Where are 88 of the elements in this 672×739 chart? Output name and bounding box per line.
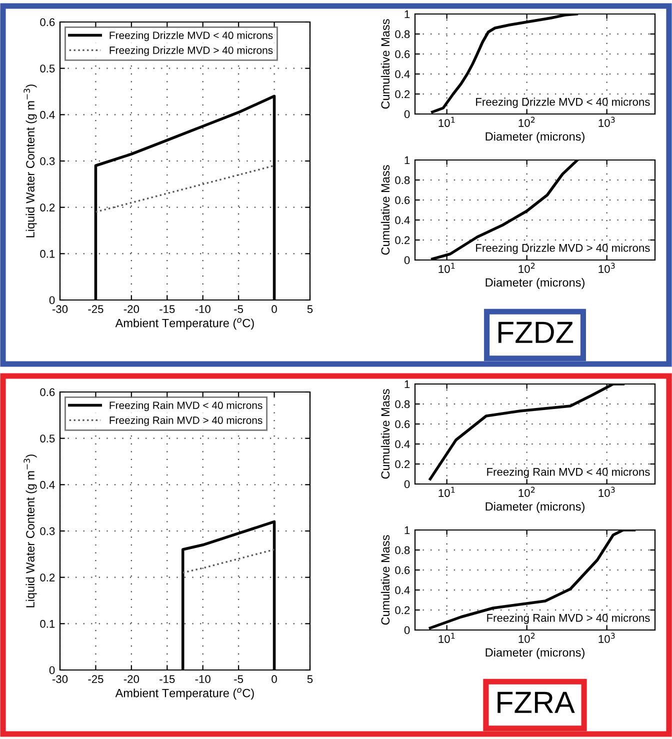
y-tick-label: 0.4 xyxy=(395,70,410,78)
y-tick-label: 0 xyxy=(404,110,410,118)
y-tick-label: 0.8 xyxy=(395,176,410,184)
y-tick-label: 0.4 xyxy=(395,216,410,224)
x-tick-label: -5 xyxy=(234,675,244,684)
legend-label: Freezing Rain MVD < 40 microns xyxy=(487,468,650,478)
y-tick-label: 0.1 xyxy=(40,620,55,628)
y-tick-label: 0.2 xyxy=(395,236,410,244)
y-tick-label: 0 xyxy=(404,256,410,264)
y-axis-title: Liquid Water Content (g m$^{−3}$) xyxy=(24,84,37,238)
y-tick-label: 0.8 xyxy=(395,400,410,408)
x-axis-title: Ambient Temperature ($^{o}$C) xyxy=(115,318,254,330)
y-tick-label: 0 xyxy=(49,666,55,674)
x-tick-label: 10$^{3}$ xyxy=(598,262,615,273)
x-tick-label: -10 xyxy=(195,305,210,314)
y-tick-label: 0 xyxy=(49,296,55,304)
y-tick-label: 0.6 xyxy=(40,388,55,396)
y-tick-label: 0 xyxy=(404,480,410,488)
x-tick-label: 0 xyxy=(272,675,277,684)
legend-label: Freezing Rain MVD > 40 microns xyxy=(110,416,262,426)
x-tick-label: 10$^{2}$ xyxy=(518,116,535,127)
x-tick-label: -25 xyxy=(88,305,104,314)
x-tick-label: -20 xyxy=(124,675,140,684)
legend-label: Freezing Drizzle MVD > 40 microns xyxy=(110,46,273,56)
y-tick-label: 0.6 xyxy=(395,196,410,204)
y-tick-label: 0.2 xyxy=(395,90,410,98)
x-tick-label: -25 xyxy=(88,675,104,684)
y-axis-title: Cumulative Mass xyxy=(380,19,390,109)
x-tick-label: 10$^{1}$ xyxy=(438,262,455,273)
x-tick-label: -15 xyxy=(160,305,175,314)
x-tick-label: 10$^{2}$ xyxy=(518,632,535,643)
x-tick-label: -20 xyxy=(124,305,140,314)
y-tick-label: 0.3 xyxy=(40,527,55,536)
x-tick-label: 0 xyxy=(272,305,277,314)
x-axis-title: Diameter (microns) xyxy=(486,648,584,659)
x-tick-label: 10$^{1}$ xyxy=(438,632,455,643)
y-tick-label: 0.4 xyxy=(395,440,410,448)
x-tick-label: 10$^{1}$ xyxy=(438,486,455,497)
y-tick-label: 0.2 xyxy=(40,204,55,212)
y-axis-title: Cumulative Mass xyxy=(380,165,390,255)
y-tick-label: 0.3 xyxy=(40,157,55,166)
x-axis-title: Diameter (microns) xyxy=(486,278,584,289)
x-axis-title: Diameter (microns) xyxy=(486,132,584,143)
x-tick-label: 10$^{2}$ xyxy=(518,486,535,497)
x-tick-label: -30 xyxy=(52,305,68,314)
y-tick-label: 0.2 xyxy=(395,460,410,468)
x-tick-label: 5 xyxy=(307,305,313,314)
y-tick-label: 0.6 xyxy=(395,50,410,58)
x-tick-label: -15 xyxy=(160,675,175,684)
y-tick-label: 0.8 xyxy=(395,30,410,38)
y-tick-label: 0.5 xyxy=(40,434,55,442)
x-tick-label: 10$^{3}$ xyxy=(598,632,615,643)
legend-label: Freezing Drizzle MVD < 40 microns xyxy=(476,98,650,108)
x-tick-label: -30 xyxy=(52,675,68,684)
x-tick-label: 10$^{1}$ xyxy=(438,116,455,127)
y-tick-label: 0.4 xyxy=(40,110,55,119)
legend-label: Freezing Rain MVD < 40 microns xyxy=(110,401,262,412)
y-tick-label: 0.5 xyxy=(40,64,55,72)
y-tick-label: 0.4 xyxy=(40,480,55,489)
x-tick-label: 5 xyxy=(307,675,313,684)
y-axis-title: Cumulative Mass xyxy=(380,535,390,625)
legend-label: Freezing Drizzle MVD < 40 microns xyxy=(110,31,273,42)
y-tick-label: 0 xyxy=(404,626,410,634)
y-tick-label: 0.6 xyxy=(395,566,410,574)
y-tick-label: 0.2 xyxy=(40,574,55,582)
y-tick-label: 1 xyxy=(404,10,410,18)
y-tick-label: 0.8 xyxy=(395,546,410,554)
x-tick-label: 10$^{2}$ xyxy=(518,262,535,273)
y-tick-label: 0.6 xyxy=(40,18,55,26)
y-tick-label: 1 xyxy=(404,156,410,164)
y-tick-label: 0.1 xyxy=(40,250,55,258)
text: FZDZ xyxy=(498,322,574,343)
y-axis-title: Liquid Water Content (g m$^{−3}$) xyxy=(24,454,37,608)
y-axis-title: Cumulative Mass xyxy=(380,389,390,479)
x-tick-label: -10 xyxy=(195,675,210,684)
y-tick-label: 0.6 xyxy=(395,420,410,428)
x-axis-title: Ambient Temperature ($^{o}$C) xyxy=(115,688,254,700)
x-axis-title: Diameter (microns) xyxy=(486,502,584,513)
y-tick-label: 1 xyxy=(404,526,410,534)
legend-label: Freezing Rain MVD > 40 microns xyxy=(487,614,650,624)
text: FZRA xyxy=(498,692,575,713)
y-tick-label: 1 xyxy=(404,380,410,388)
y-tick-label: 0.2 xyxy=(395,606,410,614)
y-tick-label: 0.4 xyxy=(395,586,410,594)
x-tick-label: -5 xyxy=(234,305,244,314)
x-tick-label: 10$^{3}$ xyxy=(598,116,615,127)
legend-label: Freezing Drizzle MVD > 40 microns xyxy=(476,244,650,254)
x-tick-label: 10$^{3}$ xyxy=(598,486,615,497)
